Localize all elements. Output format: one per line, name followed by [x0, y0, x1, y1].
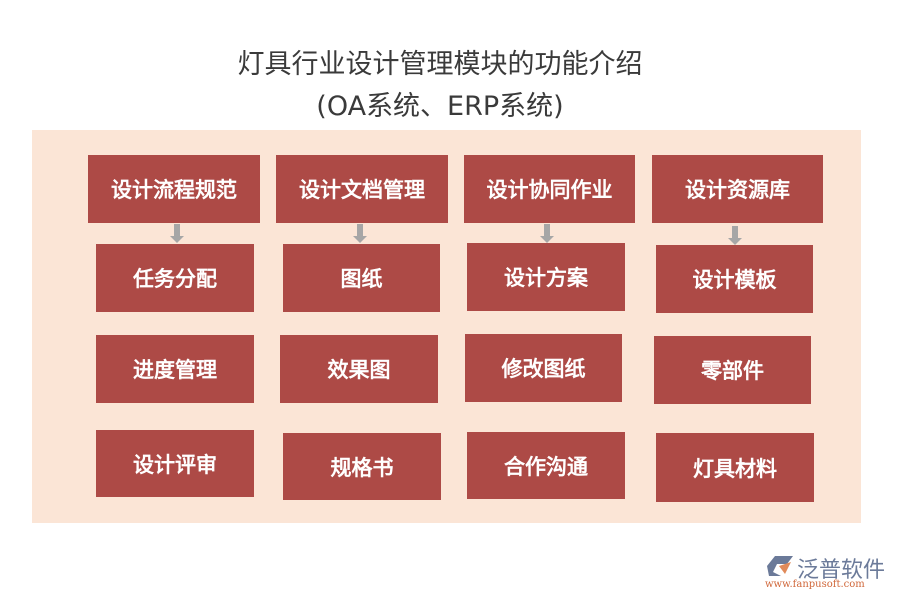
item-box: 设计方案 — [467, 243, 625, 311]
item-box: 任务分配 — [96, 244, 254, 312]
header-design-docs: 设计文档管理 — [276, 155, 448, 223]
item-box: 灯具材料 — [656, 433, 814, 502]
item-box: 规格书 — [283, 433, 441, 500]
logo-url: www.fanpusoft.com — [765, 579, 865, 590]
item-box: 进度管理 — [96, 335, 254, 403]
arrow-down-icon — [540, 224, 554, 243]
item-box: 效果图 — [280, 335, 438, 403]
item-box: 设计评审 — [96, 430, 254, 497]
item-box: 修改图纸 — [465, 334, 622, 402]
header-design-collab: 设计协同作业 — [464, 155, 635, 223]
logo-mark-icon — [767, 556, 793, 576]
arrow-down-icon — [170, 224, 184, 243]
logo-name: 泛普软件 — [797, 558, 886, 583]
item-box: 图纸 — [283, 244, 440, 312]
title-line1: 灯具行业设计管理模块的功能介绍 — [237, 49, 643, 80]
header-design-library: 设计资源库 — [652, 155, 823, 223]
arrow-down-icon — [728, 226, 742, 245]
item-box: 零部件 — [654, 336, 811, 404]
title-line2: (OA系统、ERP系统) — [316, 91, 564, 122]
fanpu-logo: 泛普软件 www.fanpusoft.com — [765, 550, 895, 595]
arrow-down-icon — [353, 224, 367, 243]
header-design-process: 设计流程规范 — [88, 155, 260, 223]
item-box: 设计模板 — [656, 245, 813, 313]
item-box: 合作沟通 — [467, 432, 625, 499]
